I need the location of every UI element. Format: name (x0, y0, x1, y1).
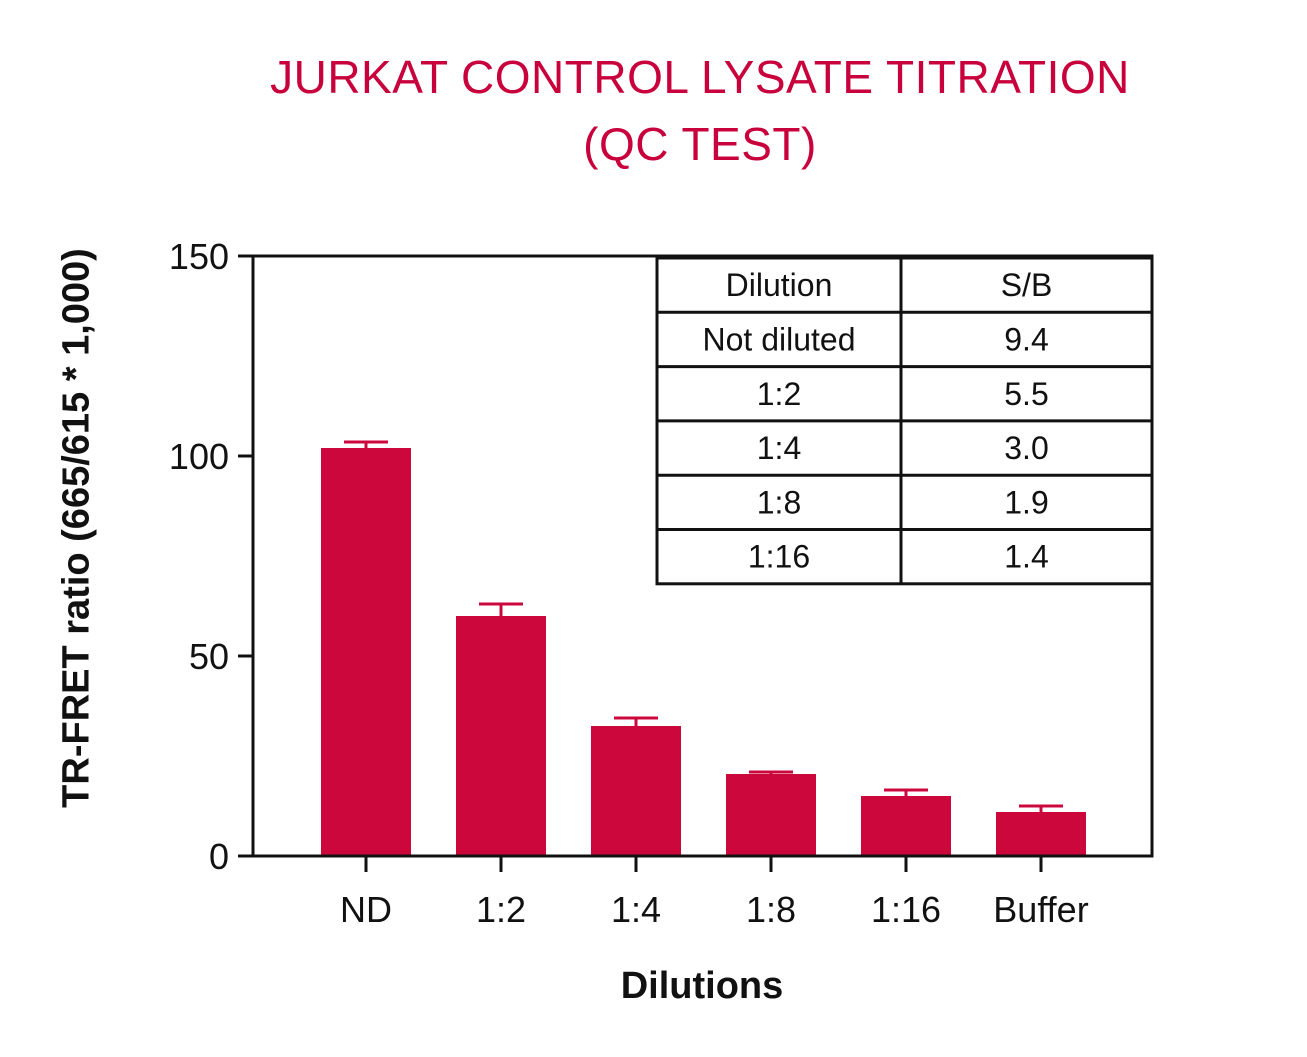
table-header-cell: Dilution (726, 267, 833, 303)
table-cell: 1:8 (757, 484, 801, 520)
table-cell: 1:4 (757, 430, 801, 466)
bar (726, 774, 816, 856)
chart-subtitle: (QC TEST) (583, 118, 817, 170)
bar (321, 448, 411, 856)
y-tick-label: 50 (189, 636, 229, 677)
x-tick-label: 1:8 (746, 889, 796, 930)
x-tick-label: Buffer (993, 889, 1088, 930)
table-cell: 1.4 (1004, 539, 1048, 575)
bar (861, 796, 951, 856)
table-cell: 1:16 (748, 539, 810, 575)
table-cell: 5.5 (1004, 376, 1048, 412)
x-tick-label: 1:2 (476, 889, 526, 930)
table-cell: 3.0 (1004, 430, 1048, 466)
x-tick-label: 1:16 (871, 889, 941, 930)
y-tick-label: 150 (169, 236, 229, 277)
table-cell: 1:2 (757, 376, 801, 412)
bar (456, 616, 546, 856)
table-header-cell: S/B (1001, 267, 1053, 303)
x-tick-label: 1:4 (611, 889, 661, 930)
chart-title: JURKAT CONTROL LYSATE TITRATION (270, 51, 1130, 103)
bar (591, 726, 681, 856)
table-cell: Not diluted (703, 321, 856, 357)
x-axis-label: Dilutions (620, 965, 784, 1007)
x-tick-label: ND (340, 889, 392, 930)
y-tick-label: 100 (169, 436, 229, 477)
table-cell: 1.9 (1004, 484, 1048, 520)
y-tick-label: 0 (209, 836, 229, 877)
bar (996, 812, 1086, 856)
table-cell: 9.4 (1004, 321, 1048, 357)
